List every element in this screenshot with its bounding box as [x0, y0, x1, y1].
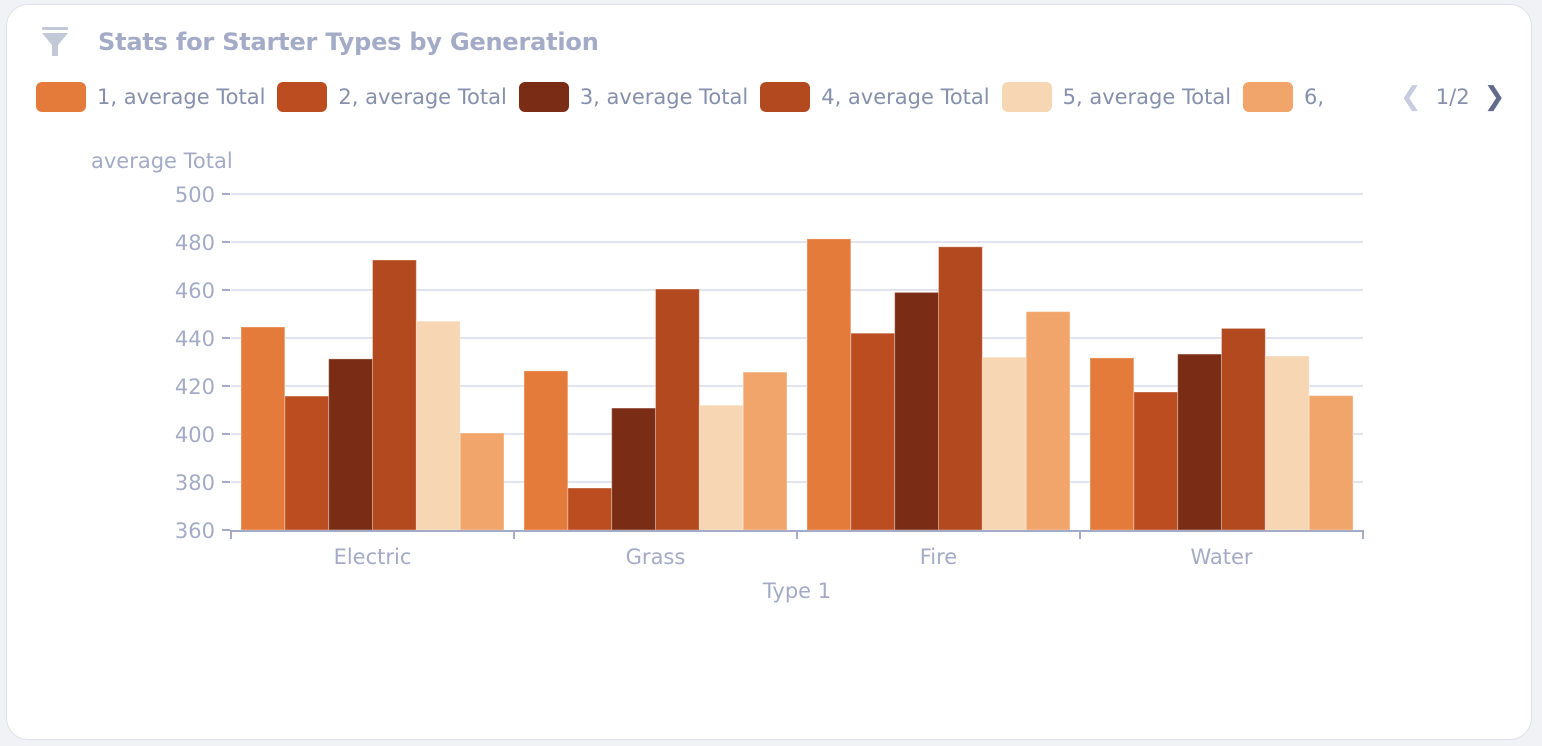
bar-3-grass	[611, 407, 657, 531]
legend-swatch	[277, 82, 328, 112]
legend-item[interactable]: 6,	[1243, 82, 1324, 112]
legend-item[interactable]: 5, average Total	[1001, 82, 1232, 112]
card-header: Stats for Starter Types by Generation	[38, 22, 599, 62]
filter-icon[interactable]	[38, 25, 72, 59]
bar-6-water	[1308, 395, 1354, 531]
bar-5-electric	[415, 320, 461, 531]
chevron-right-icon[interactable]: ❯	[1483, 82, 1506, 112]
bar-4-fire	[938, 246, 983, 531]
y-tick-label: 420	[175, 375, 215, 399]
bar-2-water	[1133, 391, 1179, 531]
x-tick-label: Grass	[626, 545, 686, 569]
bar-1-electric	[240, 326, 286, 531]
legend-label: 4, average Total	[821, 85, 990, 109]
bar-6-grass	[742, 371, 788, 531]
y-tick-label: 500	[175, 183, 215, 207]
bar-1-fire	[806, 238, 852, 531]
bar-2-electric	[284, 395, 330, 531]
legend-pager: ❮ 1/2 ❯	[1400, 80, 1505, 114]
bar-3-electric	[328, 358, 373, 531]
x-axis-title: Type 1	[762, 579, 831, 603]
bar-3-fire	[894, 291, 940, 531]
legend-label: 6,	[1304, 85, 1325, 109]
legend-page-indicator: 1/2	[1435, 85, 1470, 109]
legend-swatch	[36, 82, 86, 112]
legend-swatch	[760, 82, 811, 112]
legend-item[interactable]: 4, average Total	[760, 82, 990, 112]
bar-5-water	[1264, 355, 1310, 531]
bar-5-grass	[698, 404, 744, 531]
legend-swatch	[1001, 82, 1052, 112]
legend-swatch	[1243, 82, 1294, 112]
y-tick-label: 360	[175, 519, 215, 543]
y-tick-label: 380	[175, 471, 215, 495]
bar-2-grass	[567, 487, 613, 531]
legend-label: 5, average Total	[1062, 85, 1232, 109]
y-tick-label: 480	[175, 231, 215, 255]
y-tick-label: 440	[175, 327, 215, 351]
y-tick-label: 400	[175, 423, 215, 447]
legend-label: 2, average Total	[338, 85, 507, 109]
legend: 1, average Total 2, average Total 3, avera…	[36, 80, 1336, 114]
y-tick-label: 460	[175, 279, 215, 303]
legend-item[interactable]: 3, average Total	[518, 82, 749, 112]
chevron-left-icon[interactable]: ❮	[1400, 82, 1422, 112]
legend-label: 3, average Total	[579, 85, 749, 109]
legend-swatch	[518, 82, 569, 112]
bar-4-grass	[655, 288, 700, 531]
x-tick-label: Water	[1190, 545, 1252, 569]
y-axis-title: average Total	[91, 149, 233, 173]
legend-item[interactable]: 2, average Total	[277, 82, 507, 112]
bar-1-grass	[523, 370, 569, 531]
bar-5-fire	[981, 356, 1027, 531]
legend-label: 1, average Total	[97, 85, 266, 109]
bar-1-water	[1089, 357, 1135, 531]
bar-2-fire	[850, 332, 896, 531]
chart-title: Stats for Starter Types by Generation	[98, 28, 599, 56]
bar-4-water	[1221, 327, 1266, 531]
bar-6-fire	[1025, 311, 1071, 531]
legend-item[interactable]: 1, average Total	[36, 82, 265, 112]
bar-4-electric	[372, 259, 417, 531]
x-tick-label: Electric	[334, 545, 412, 569]
x-tick-label: Fire	[920, 545, 957, 569]
bar-6-electric	[459, 432, 505, 531]
bar-3-water	[1177, 353, 1222, 531]
